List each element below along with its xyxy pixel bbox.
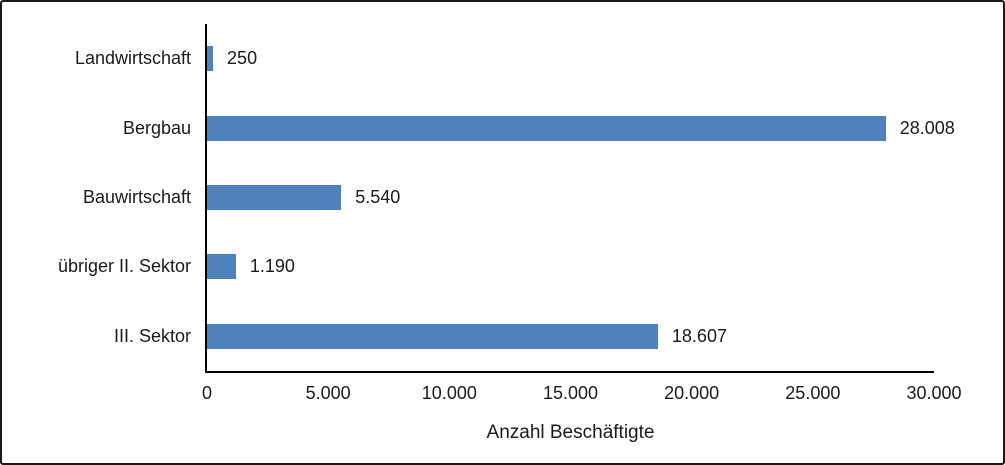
value-label: 1.190 [249,256,295,277]
value-label: 5.540 [355,186,401,207]
bar-row: III. Sektor 18.607 [114,302,934,371]
x-tick-label: 20.000 [664,383,720,403]
x-tick-label: 5.000 [305,383,351,403]
x-tick-label: 10.000 [421,383,477,403]
x-tick-label: 15.000 [542,383,599,403]
bar [207,115,886,141]
category-label: Bauwirtschaft [82,186,191,207]
value-label: 250 [227,48,258,69]
x-axis-ticks: 0 5.000 10.000 15.000 20.000 25.000 30.000 [202,383,962,407]
bar [207,323,658,349]
value-label: 18.607 [671,325,727,346]
bar-row: Landwirtschaft 250 [75,24,934,93]
x-axis-line [205,371,934,373]
value-label: 28.008 [899,117,955,138]
bar [207,254,236,280]
category-label: Landwirtschaft [74,48,191,69]
bar-row: Bergbau 28.008 [123,93,955,162]
bar-row: Bauwirtschaft 5.540 [83,163,934,232]
bar-row: übriger II. Sektor 1.190 [58,232,934,301]
x-tick-label: 25.000 [785,383,841,403]
x-tick-label: 30.000 [906,383,962,403]
plot-area: Landwirtschaft 250 Bergbau 28.008 Bauwirtsch… [58,24,955,373]
y-axis-line [205,24,207,371]
category-label: III. Sektor [113,325,191,346]
bar [207,184,342,210]
category-label: übriger II. Sektor [57,256,191,277]
bar [207,46,214,72]
x-tick-label: 0 [201,383,213,403]
category-label: Bergbau [122,117,191,138]
x-axis-title: Anzahl Beschäftigte [486,422,655,443]
